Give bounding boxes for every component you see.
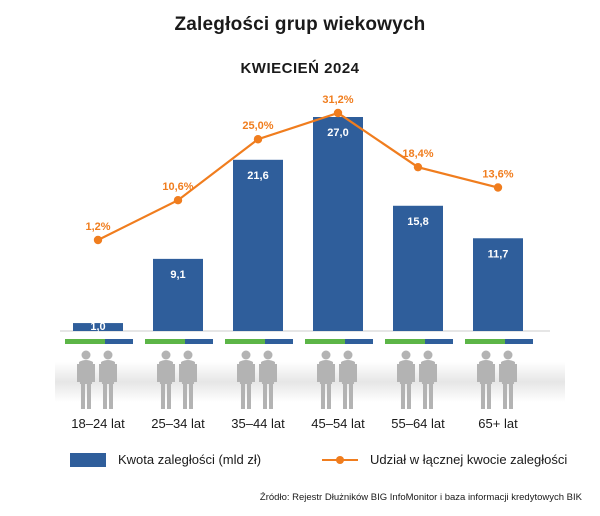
- bar: [393, 205, 443, 331]
- person-figure: [477, 350, 495, 409]
- share-point: [93, 235, 103, 245]
- share-point: [333, 108, 343, 118]
- stripe-green: [145, 339, 185, 344]
- stripe-green: [225, 339, 265, 344]
- person-figure: [499, 350, 517, 409]
- person-figure: [259, 350, 277, 409]
- stripe-green: [465, 339, 505, 344]
- stripe-green: [65, 339, 105, 344]
- person-figure: [179, 350, 197, 409]
- person-figure: [237, 350, 255, 409]
- share-point: [253, 135, 263, 144]
- legend-item-amount: Kwota zaległości (mld zł): [70, 452, 261, 467]
- category-stripes: [65, 339, 533, 344]
- share-value-label: 18,4%: [402, 148, 433, 160]
- bar-value-label: 21,6: [247, 170, 268, 182]
- category-label: 65+ lat: [478, 416, 518, 431]
- bar-value-label: 9,1: [170, 269, 185, 281]
- person-figure: [339, 350, 357, 409]
- share-value-label: 31,2%: [322, 94, 353, 106]
- chart-title: Zaległości grup wiekowych: [174, 14, 426, 35]
- share-point: [413, 162, 423, 172]
- bar: [473, 238, 523, 331]
- person-figure: [419, 350, 437, 409]
- stripe-blue: [265, 339, 293, 344]
- legend-bar-swatch: [70, 452, 106, 467]
- share-value-label: 13,6%: [482, 169, 513, 181]
- share-line-group: 1,2% 10,6% 25,0% 31,2% 18,4% 13,6%: [85, 94, 514, 245]
- stripe-green: [305, 339, 345, 344]
- bar-value-label: 11,7: [488, 248, 509, 260]
- person-figure: [397, 350, 415, 409]
- chart: 1,0 9,1 21,6 27,0 15,8 11,7 1,2% 10,6% 25,0% 31,…: [55, 94, 565, 431]
- people-silhouettes: [77, 350, 517, 409]
- bar-value-label: 15,8: [407, 216, 428, 228]
- legend-line-label: Udział w łącznej kwocie zaległości: [370, 452, 568, 467]
- stripe-blue: [105, 339, 133, 344]
- bar: [233, 159, 283, 331]
- stripe-blue: [345, 339, 373, 344]
- bar-value-label: 27,0: [327, 127, 348, 139]
- legend: Kwota zaległości (mld zł) Udział w łączn…: [70, 452, 590, 472]
- category-label: 55–64 lat: [391, 416, 445, 431]
- person-figure: [157, 350, 175, 409]
- stripe-blue: [425, 339, 453, 344]
- stripe-blue: [185, 339, 213, 344]
- category-label: 45–54 lat: [311, 416, 365, 431]
- bar: [73, 323, 123, 331]
- legend-line-swatch: [322, 453, 358, 467]
- share-value-label: 10,6%: [162, 181, 193, 193]
- bars-group: 1,0 9,1 21,6 27,0 15,8 11,7: [73, 117, 523, 333]
- category-labels: 18–24 lat 25–34 lat 35–44 lat 45–54 lat 55–6…: [71, 416, 518, 431]
- bar: [313, 117, 363, 331]
- stripe-green: [385, 339, 425, 344]
- share-line: [97, 111, 499, 241]
- legend-item-share: Udział w łącznej kwocie zaległości: [322, 452, 567, 467]
- share-point: [173, 196, 183, 205]
- bar: [153, 258, 203, 331]
- chart-subtitle: KWIECIEŃ 2024: [240, 60, 360, 77]
- person-figure: [317, 350, 335, 409]
- category-label: 25–34 lat: [151, 416, 205, 431]
- category-label: 18–24 lat: [71, 416, 125, 431]
- person-figure: [99, 350, 117, 409]
- share-value-label: 25,0%: [242, 120, 273, 132]
- person-figure: [77, 350, 95, 409]
- share-value-label: 1,2%: [85, 221, 110, 233]
- bar-value-label: 1,0: [90, 321, 105, 333]
- source-note: Źródło: Rejestr Dłużników BIG InfoMonito…: [259, 492, 582, 503]
- share-point: [493, 183, 503, 192]
- stripe-blue: [505, 339, 533, 344]
- legend-bar-label: Kwota zaległości (mld zł): [118, 452, 262, 467]
- category-label: 35–44 lat: [231, 416, 285, 431]
